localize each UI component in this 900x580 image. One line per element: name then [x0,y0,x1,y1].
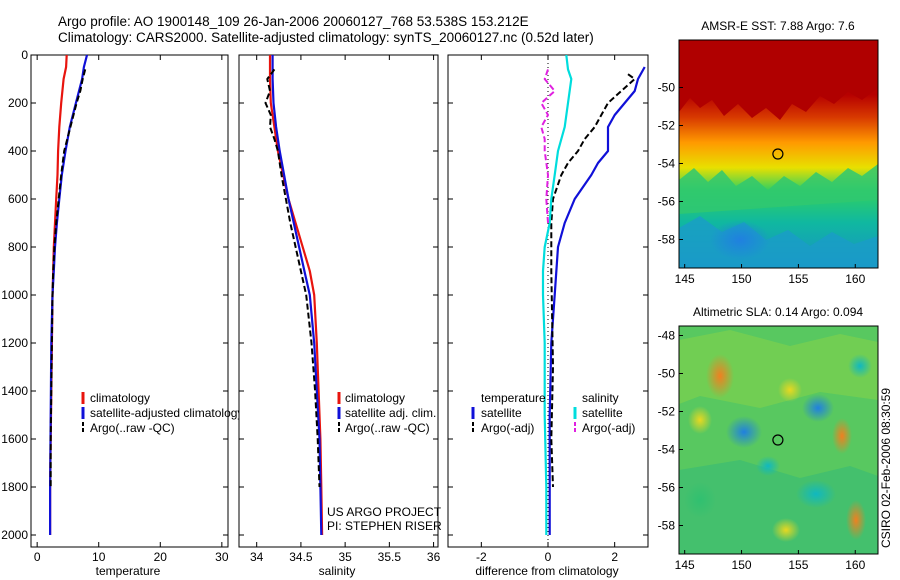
sla-heatmap [679,326,878,554]
x-tick-label: 10 [92,550,106,564]
y-tick-label: 600 [8,192,28,206]
map-y-tick-label: -50 [658,81,676,95]
y-tick-label: 1400 [1,384,28,398]
salinity-series-3 [264,68,321,488]
map-x-tick-label: 155 [788,272,808,286]
y-tick-label: 2000 [1,528,28,542]
temperature-plot: 0 10 20 30 0 200 400 600 800 1000 1200 1400 1600 1800… [1,48,229,564]
y-tick-label: 400 [8,144,28,158]
temperature-axes-frame [30,54,229,548]
map-y-tick-label: -58 [658,233,676,247]
map-y-tick-label: -56 [658,481,676,495]
y-tick-label: 1000 [1,288,28,302]
map-x-tick-label: 150 [732,558,752,572]
argo-position-marker [772,434,784,446]
difference-plot: -2 0 2 [447,54,649,564]
difference-series-4 [540,69,556,224]
salinity-xlabel: salinity [319,564,356,578]
legend-label-sal-argo: Argo(-adj) [582,421,635,435]
x-tick-label: 0 [34,550,41,564]
legend-heading-salinity: salinity [582,391,619,405]
legend-label-climatology: climatology [90,391,150,405]
legend-label-argo: Argo(..raw -QC) [90,421,175,435]
salinity-legend: climatology satellite adj. clim. Argo(..… [337,391,436,435]
x-tick-label: 30 [215,550,229,564]
legend-label-satellite: satellite adj. clim. [345,406,436,420]
map-y-tick-label: -52 [658,405,676,419]
map-x-tick-label: 155 [788,558,808,572]
sla-map-panel: Altimetric SLA: 0.14 Argo: 0.094 145 150 1… [658,305,879,573]
salinity-plot: 34 34.5 35 35.5 36 [238,54,441,564]
pi-annotation: PI: STEPHEN RISER [327,519,442,533]
project-annotation: US ARGO PROJECT [327,505,442,519]
x-tick-label: -2 [476,550,487,564]
difference-xlabel: difference from climatology [475,564,618,578]
y-tick-label: 1200 [1,336,28,350]
difference-legend: temperature satellite Argo(-adj) salinit… [471,391,635,435]
salinity-series-2 [271,55,323,536]
difference-axes-frame [447,54,649,548]
x-tick-label: 2 [611,550,618,564]
header-line2: Climatology: CARS2000. Satellite-adjuste… [58,30,594,45]
legend-label-sal-satellite: satellite [582,406,623,420]
difference-series-3 [541,54,573,535]
sla-map-axes: 145 150 155 160 -48 -50 -52 -54 -56 -58 [658,329,866,573]
map-x-tick-label: 150 [732,272,752,286]
temperature-legend: climatology satellite-adjusted climatolo… [81,391,243,435]
y-tick-label: 800 [8,240,28,254]
difference-series-2 [550,73,636,488]
map-y-tick-label: -54 [658,157,676,171]
map-y-tick-label: -52 [658,119,676,133]
y-tick-label: 1800 [1,480,28,494]
map-y-tick-label: -54 [658,443,676,457]
y-tick-label: 1600 [1,432,28,446]
sst-map-axes: 145 150 155 160 -50 -52 -54 -56 -58 [658,81,866,287]
salinity-axes-frame [238,54,439,548]
legend-label-climatology: climatology [345,391,405,405]
y-tick-label: 0 [21,48,28,62]
map-x-tick-label: 160 [845,558,865,572]
y-tick-label: 200 [8,96,28,110]
x-tick-label: 35 [338,550,352,564]
difference-series-1 [548,66,646,535]
map-y-tick-label: -50 [658,367,676,381]
x-tick-label: 20 [154,550,168,564]
argo-position-marker [772,148,784,160]
salinity-panel: 34 34.5 35 35.5 36 salinity climatology sate… [238,54,442,578]
map-y-tick-label: -48 [658,329,676,343]
map-x-tick-label: 160 [845,272,865,286]
x-tick-label: 34.5 [289,550,313,564]
difference-panel: -2 0 2 difference from climatology tempera… [447,54,649,578]
legend-label-temp-argo: Argo(-adj) [481,421,534,435]
footer-stamp: CSIRO 02-Feb-2006 08:30:59 [879,388,893,548]
map-y-tick-label: -56 [658,195,676,209]
x-tick-label: 0 [545,550,552,564]
sst-map-panel: AMSR-E SST: 7.88 Argo: 7.6 145 150 155 160 -… [658,19,879,287]
sst-map-frame [678,39,879,269]
x-tick-label: 36 [427,550,441,564]
salinity-series-1 [268,55,324,536]
map-y-tick-label: -58 [658,519,676,533]
legend-label-satellite: satellite-adjusted climatology [90,406,243,420]
sst-heatmap [679,40,878,268]
legend-heading-temperature: temperature [481,391,546,405]
x-tick-label: 35.5 [378,550,402,564]
header-line1: Argo profile: AO 1900148_109 26-Jan-2006… [58,14,529,29]
temperature-xlabel: temperature [96,564,161,578]
temperature-panel: 0 10 20 30 0 200 400 600 800 1000 1200 1400 1600 1800… [1,48,243,578]
temperature-series-3 [49,69,87,487]
legend-label-argo: Argo(..raw -QC) [345,421,430,435]
sla-map-frame [678,325,879,555]
x-tick-label: 34 [250,550,264,564]
map-x-tick-label: 145 [675,558,695,572]
sst-map-title: AMSR-E SST: 7.88 Argo: 7.6 [701,19,855,33]
legend-label-temp-satellite: satellite [481,406,522,420]
sla-map-title: Altimetric SLA: 0.14 Argo: 0.094 [693,305,863,319]
map-x-tick-label: 145 [675,272,695,286]
